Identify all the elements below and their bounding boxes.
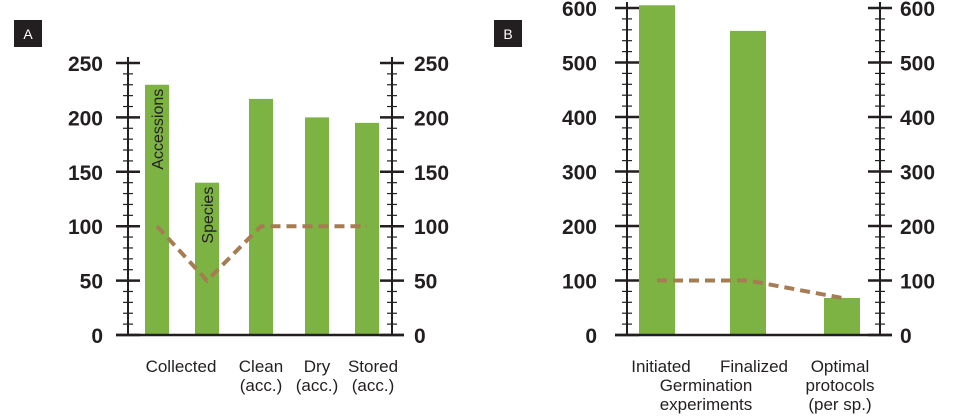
panel-a-chart: A Accessions Species 0 0 50 50 100 100 150 150 200 2… xyxy=(14,20,449,395)
y-tick-label-left: 600 xyxy=(562,0,597,21)
bar xyxy=(730,30,766,335)
x-category-label: Initiated xyxy=(631,357,691,376)
y-tick-label-right: 300 xyxy=(900,162,935,185)
y-tick-label-left: 250 xyxy=(68,53,103,76)
y-tick-label-right: 200 xyxy=(900,216,935,239)
x-category-label: Optimal protocols (per sp.) xyxy=(806,357,875,414)
y-tick-label-left: 100 xyxy=(68,216,103,239)
y-tick-label-right: 0 xyxy=(414,325,426,348)
y-tick-label-right: 500 xyxy=(900,53,935,76)
panel-label: A xyxy=(23,26,33,42)
y-tick-label-right: 100 xyxy=(414,216,449,239)
y-tick-label-left: 0 xyxy=(585,325,597,348)
y-tick-label-left: 200 xyxy=(68,107,103,130)
panel-badge xyxy=(494,20,522,47)
y-tick-label-right: 250 xyxy=(414,53,449,76)
y-tick-label-left: 0 xyxy=(91,325,103,348)
x-category-label: Collected xyxy=(146,357,217,376)
y-tick-label-left: 100 xyxy=(562,271,597,294)
panel-b-chart: B 0 0 100 100 200 200 300 300 400 400 500 500 600 600 I… xyxy=(494,0,935,414)
y-tick-label-left: 200 xyxy=(562,216,597,239)
bar-data-label: Species xyxy=(200,187,217,244)
y-tick-label-right: 100 xyxy=(900,271,935,294)
y-tick-label-right: 150 xyxy=(414,162,449,185)
dashed-line-series xyxy=(155,224,367,284)
y-tick-label-right: 400 xyxy=(900,107,935,130)
x-category-label: Dry (acc.) xyxy=(296,357,339,395)
y-tick-label-left: 400 xyxy=(562,107,597,130)
y-tick-label-left: 300 xyxy=(562,162,597,185)
bar xyxy=(824,297,860,335)
bar-data-label: Accessions xyxy=(150,89,167,170)
y-tick-label-left: 150 xyxy=(68,162,103,185)
bar xyxy=(145,84,169,335)
panel-badge xyxy=(14,20,42,47)
x-group-label: Germination experiments xyxy=(660,376,753,414)
y-tick-label-left: 500 xyxy=(562,53,597,76)
bar xyxy=(195,182,219,335)
bar xyxy=(355,122,379,335)
bar xyxy=(249,98,273,336)
y-tick-label-right: 0 xyxy=(900,325,912,348)
y-tick-label-right: 600 xyxy=(900,0,935,21)
y-tick-label-right: 50 xyxy=(414,271,437,294)
panel-label: B xyxy=(503,26,512,42)
bar xyxy=(639,5,675,336)
x-category-label: Finalized xyxy=(720,357,788,376)
y-tick-label-left: 50 xyxy=(80,271,103,294)
y-tick-label-right: 200 xyxy=(414,107,449,130)
x-category-label: Clean (acc.) xyxy=(239,357,283,395)
x-category-label: Stored (acc.) xyxy=(348,357,398,395)
